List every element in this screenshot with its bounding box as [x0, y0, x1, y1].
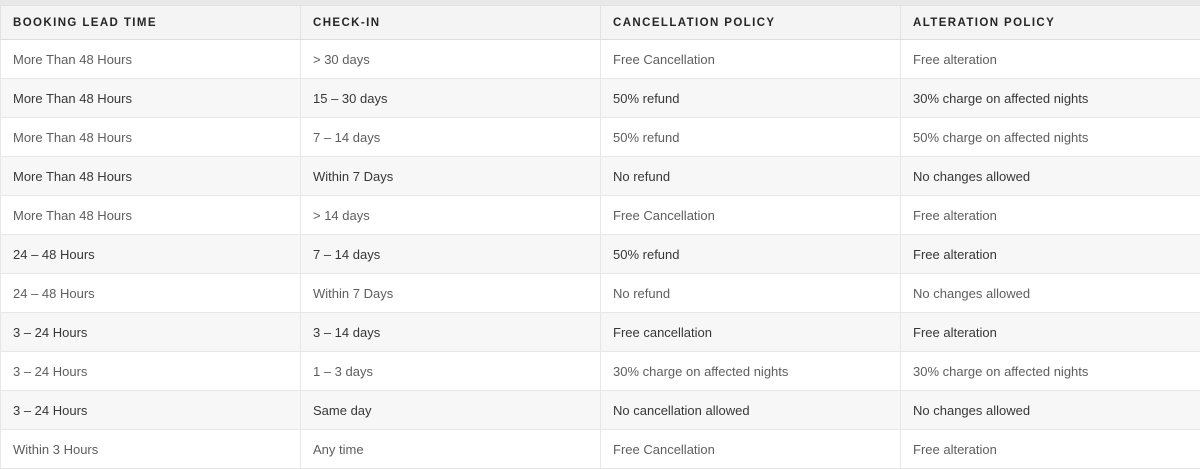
cell-cancellation-policy: 50% refund	[601, 79, 901, 118]
table-row: Within 3 Hours Any time Free Cancellatio…	[1, 430, 1200, 469]
cell-booking-lead-time: 24 – 48 Hours	[1, 235, 301, 274]
column-header-booking-lead-time: BOOKING LEAD TIME	[1, 6, 301, 40]
cell-check-in: 7 – 14 days	[301, 235, 601, 274]
cell-cancellation-policy: No cancellation allowed	[601, 391, 901, 430]
cell-check-in: Same day	[301, 391, 601, 430]
cell-booking-lead-time: More Than 48 Hours	[1, 118, 301, 157]
table-row: 24 – 48 Hours Within 7 Days No refund No…	[1, 274, 1200, 313]
cell-check-in: Within 7 Days	[301, 157, 601, 196]
cell-booking-lead-time: More Than 48 Hours	[1, 40, 301, 79]
table-body: More Than 48 Hours > 30 days Free Cancel…	[1, 40, 1200, 469]
column-header-cancellation-policy: CANCELLATION POLICY	[601, 6, 901, 40]
cell-alteration-policy: 30% charge on affected nights	[901, 352, 1200, 391]
table-row: More Than 48 Hours > 30 days Free Cancel…	[1, 40, 1200, 79]
cell-alteration-policy: Free alteration	[901, 430, 1200, 469]
cell-alteration-policy: No changes allowed	[901, 157, 1200, 196]
cell-alteration-policy: Free alteration	[901, 235, 1200, 274]
column-header-check-in: CHECK-IN	[301, 6, 601, 40]
cell-booking-lead-time: More Than 48 Hours	[1, 79, 301, 118]
cell-alteration-policy: Free alteration	[901, 40, 1200, 79]
cell-alteration-policy: No changes allowed	[901, 274, 1200, 313]
cell-cancellation-policy: 50% refund	[601, 235, 901, 274]
column-header-alteration-policy: ALTERATION POLICY	[901, 6, 1200, 40]
cell-booking-lead-time: 24 – 48 Hours	[1, 274, 301, 313]
cell-cancellation-policy: Free Cancellation	[601, 196, 901, 235]
cell-booking-lead-time: 3 – 24 Hours	[1, 313, 301, 352]
cell-booking-lead-time: More Than 48 Hours	[1, 157, 301, 196]
cell-booking-lead-time: 3 – 24 Hours	[1, 352, 301, 391]
cell-check-in: 7 – 14 days	[301, 118, 601, 157]
cell-alteration-policy: Free alteration	[901, 313, 1200, 352]
cell-check-in: Any time	[301, 430, 601, 469]
table-row: 3 – 24 Hours 1 – 3 days 30% charge on af…	[1, 352, 1200, 391]
table-row: More Than 48 Hours 15 – 30 days 50% refu…	[1, 79, 1200, 118]
table-header-row: BOOKING LEAD TIME CHECK-IN CANCELLATION …	[1, 6, 1200, 40]
table-row: More Than 48 Hours 7 – 14 days 50% refun…	[1, 118, 1200, 157]
cell-booking-lead-time: 3 – 24 Hours	[1, 391, 301, 430]
cell-check-in: > 14 days	[301, 196, 601, 235]
cell-alteration-policy: 30% charge on affected nights	[901, 79, 1200, 118]
cell-cancellation-policy: 50% refund	[601, 118, 901, 157]
cell-alteration-policy: 50% charge on affected nights	[901, 118, 1200, 157]
table-row: More Than 48 Hours Within 7 Days No refu…	[1, 157, 1200, 196]
cell-cancellation-policy: No refund	[601, 157, 901, 196]
booking-policy-table: BOOKING LEAD TIME CHECK-IN CANCELLATION …	[0, 5, 1200, 469]
cell-check-in: 3 – 14 days	[301, 313, 601, 352]
cell-alteration-policy: No changes allowed	[901, 391, 1200, 430]
cell-check-in: > 30 days	[301, 40, 601, 79]
table-row: 3 – 24 Hours Same day No cancellation al…	[1, 391, 1200, 430]
table-row: 3 – 24 Hours 3 – 14 days Free cancellati…	[1, 313, 1200, 352]
table-header: BOOKING LEAD TIME CHECK-IN CANCELLATION …	[1, 6, 1200, 40]
cell-check-in: 1 – 3 days	[301, 352, 601, 391]
cell-booking-lead-time: More Than 48 Hours	[1, 196, 301, 235]
cell-cancellation-policy: Free Cancellation	[601, 430, 901, 469]
cell-cancellation-policy: Free Cancellation	[601, 40, 901, 79]
cell-cancellation-policy: Free cancellation	[601, 313, 901, 352]
cell-alteration-policy: Free alteration	[901, 196, 1200, 235]
cell-check-in: Within 7 Days	[301, 274, 601, 313]
table-row: More Than 48 Hours > 14 days Free Cancel…	[1, 196, 1200, 235]
cell-booking-lead-time: Within 3 Hours	[1, 430, 301, 469]
cell-check-in: 15 – 30 days	[301, 79, 601, 118]
table-row: 24 – 48 Hours 7 – 14 days 50% refund Fre…	[1, 235, 1200, 274]
cell-cancellation-policy: No refund	[601, 274, 901, 313]
cell-cancellation-policy: 30% charge on affected nights	[601, 352, 901, 391]
